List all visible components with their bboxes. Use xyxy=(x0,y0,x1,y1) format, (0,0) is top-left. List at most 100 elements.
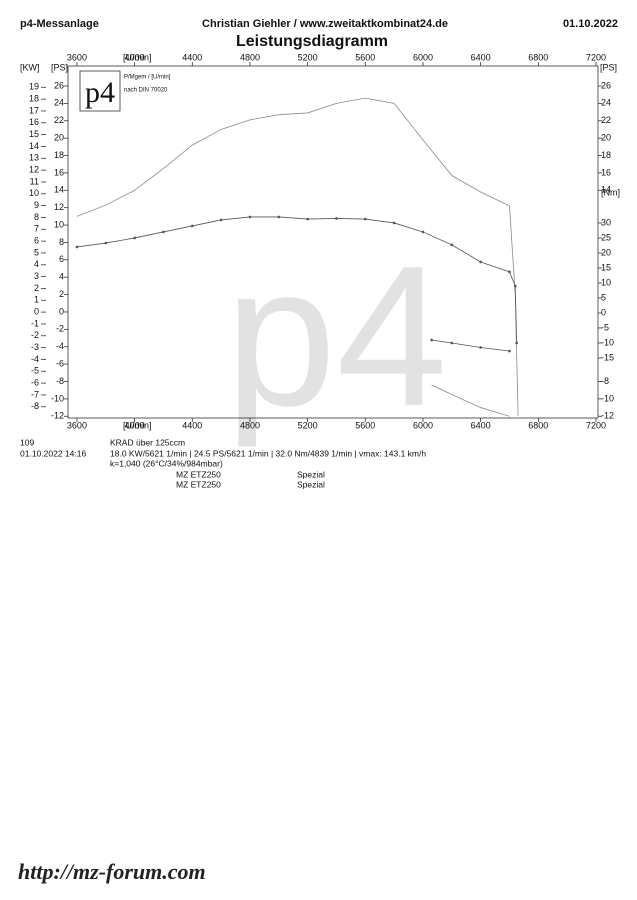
kw-tick-label: 7 xyxy=(34,224,39,234)
kw-tick-label: 10 xyxy=(29,188,39,198)
curve xyxy=(76,97,519,417)
curve-point xyxy=(363,217,367,221)
y-tick-label: 10 xyxy=(54,219,64,229)
curve-point xyxy=(508,270,511,274)
x-tick-label: 5600 xyxy=(355,52,375,62)
y-tick-label: -4 xyxy=(56,341,64,351)
curve-point xyxy=(421,230,425,234)
curve-point xyxy=(219,218,223,222)
kw-tick-label: 6 xyxy=(34,235,39,245)
curve xyxy=(431,384,510,417)
kw-tick-label: -6 xyxy=(31,377,39,387)
x-tick-label: 4800 xyxy=(240,52,260,62)
x-tick-label: 4000 xyxy=(125,420,145,430)
y-tick-label: 20 xyxy=(54,133,64,143)
y-right-tick-label: 24 xyxy=(601,98,611,108)
curve-point xyxy=(515,341,518,345)
kw-tick-label: 18 xyxy=(29,94,39,104)
curve-point xyxy=(508,349,511,353)
chart-title: Leistungsdiagramm xyxy=(236,33,388,50)
y-right-tick-label: 16 xyxy=(601,167,611,177)
curve-point xyxy=(450,243,454,247)
x-axis-label: [U/min] xyxy=(123,420,152,430)
curve-point xyxy=(306,217,309,221)
curve-point xyxy=(479,260,482,264)
kw-tick-label: -5 xyxy=(31,366,39,376)
y-axis-label: [PS] xyxy=(51,62,68,72)
kw-tick-label: 0 xyxy=(34,306,39,316)
x-tick-label: 5200 xyxy=(298,420,318,430)
y-tick-label: 18 xyxy=(54,150,64,160)
kw-tick-label: 9 xyxy=(34,200,39,210)
y-tick-label: 16 xyxy=(54,167,64,177)
kw-tick-label: 16 xyxy=(29,117,39,127)
y2-tick-label: -15 xyxy=(601,352,614,362)
kw-tick-label: 17 xyxy=(29,105,39,115)
footer-cell: Spezial xyxy=(297,479,325,489)
plot-frame xyxy=(67,65,599,419)
x-tick-label: 3600 xyxy=(67,420,87,430)
x-tick-label: 4400 xyxy=(182,420,202,430)
kw-axis-label: [KW] xyxy=(20,62,40,72)
y-tick-label: 12 xyxy=(54,202,64,212)
y-right-tick-label: -8 xyxy=(601,376,609,386)
kw-tick-label: -2 xyxy=(31,330,39,340)
y2-tick-label: -5 xyxy=(601,322,609,332)
kw-tick-label: 4 xyxy=(34,259,39,269)
y-tick-label: -12 xyxy=(51,411,64,421)
logo-box xyxy=(79,70,121,112)
y-tick-label: -10 xyxy=(51,393,64,403)
footer-cell: MZ ETZ250 xyxy=(176,469,221,479)
y-right-axis-label: [PS] xyxy=(600,62,617,72)
footer-cell: MZ ETZ250 xyxy=(176,479,221,489)
kw-tick-label: 11 xyxy=(30,176,39,186)
curve xyxy=(76,216,518,343)
header-right: 01.10.2022 xyxy=(563,18,618,30)
x-tick-label: 4400 xyxy=(182,52,202,62)
y-tick-label: 6 xyxy=(59,254,64,264)
curve-point xyxy=(479,346,482,349)
y-tick-label: 2 xyxy=(59,289,64,299)
kw-tick-label: 14 xyxy=(29,141,39,151)
y-right-tick-label: 22 xyxy=(601,115,611,125)
x-tick-label: 7200 xyxy=(586,52,606,62)
curve-point xyxy=(513,284,517,288)
curve-point xyxy=(450,341,454,345)
y-tick-label: 26 xyxy=(54,80,64,90)
kw-tick-label: 2 xyxy=(34,283,39,293)
logo-line: nach DIN 70020 xyxy=(124,88,168,94)
kw-tick-label: 15 xyxy=(29,129,39,139)
y-tick-label: 22 xyxy=(54,115,64,125)
y2-tick-label: 20 xyxy=(601,247,611,257)
y-tick-label: 4 xyxy=(59,272,64,282)
x-tick-label: 6800 xyxy=(528,52,548,62)
header-center: Christian Giehler / www.zweitaktkombinat… xyxy=(202,18,448,30)
x-axis-label: [U/min] xyxy=(123,52,152,62)
kw-tick-label: -4 xyxy=(31,354,39,364)
y-right-tick-label: 20 xyxy=(601,133,611,143)
y-right-tick-label: 14 xyxy=(601,185,611,195)
kw-tick-label: 19 xyxy=(29,82,39,92)
kw-tick-label: 13 xyxy=(29,153,39,163)
kw-tick-label: -8 xyxy=(31,401,39,411)
x-tick-label: 6400 xyxy=(471,52,491,62)
kw-tick-label: 12 xyxy=(29,164,39,174)
kw-tick-label: -3 xyxy=(31,342,39,352)
footer-class: KRAD über 125ccm xyxy=(110,437,185,447)
x-tick-label: 4000 xyxy=(125,52,145,62)
y-right-tick-label: -10 xyxy=(601,393,614,403)
footer-cell: Spezial xyxy=(297,469,325,479)
x-tick-label: 6400 xyxy=(471,420,491,430)
curve-point xyxy=(133,236,136,240)
curve-point xyxy=(104,241,108,245)
footer-datetime: 01.10.2022 14:16 xyxy=(20,448,86,458)
kw-tick-label: 8 xyxy=(34,212,39,222)
y2-axis-label: [Nm] xyxy=(601,187,620,197)
kw-tick-label: 1 xyxy=(34,295,39,305)
curve xyxy=(431,339,510,352)
footer-summary: 18.0 KW/5621 1/min | 24.5 PS/5621 1/min … xyxy=(110,448,426,458)
curve-point xyxy=(335,217,338,220)
y-tick-label: -2 xyxy=(56,324,64,334)
y-tick-label: 0 xyxy=(59,306,64,316)
